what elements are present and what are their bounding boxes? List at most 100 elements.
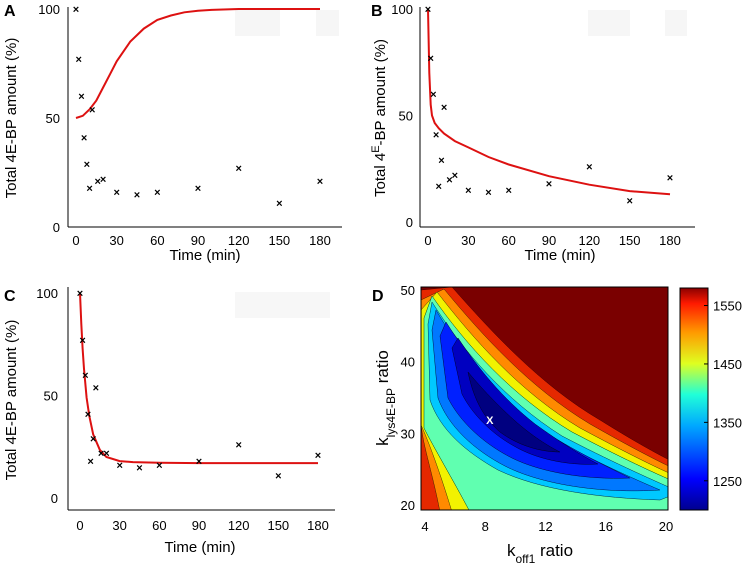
x-tick-label: 0 xyxy=(424,233,431,248)
panel-d-frame xyxy=(420,286,669,511)
y-tick-label: 50 xyxy=(401,283,415,298)
y-tick-label: 0 xyxy=(406,215,413,230)
panel-a-x-label: Time (min) xyxy=(169,247,240,264)
panel-letter-a: A xyxy=(4,3,16,20)
panel-c-data-points: ×××××××××× × × ×××× xyxy=(77,288,321,482)
panel-b-y-label-part: Total 4 xyxy=(372,153,389,197)
data-point: × xyxy=(465,185,471,197)
x-tick-label: 150 xyxy=(619,233,641,248)
x-tick-label: 90 xyxy=(191,233,205,248)
panel-d: D xyxy=(372,283,742,566)
x-tick-label: 90 xyxy=(542,233,556,248)
x-tick-label: 60 xyxy=(150,233,164,248)
data-point: × xyxy=(546,179,552,191)
panel-c-fit-curve xyxy=(79,292,318,465)
panel-d-y-label-k: k xyxy=(373,437,392,446)
data-point: × xyxy=(79,335,85,347)
y-tick-label: 20 xyxy=(401,498,415,513)
x-tick-label: 0 xyxy=(76,518,83,533)
panel-b-data-points: ×××××××××× × ××××× xyxy=(425,4,673,208)
y-tick-label: 50 xyxy=(399,109,413,124)
panel-c-artifact xyxy=(235,292,330,318)
data-point: × xyxy=(73,4,79,16)
x-tick-label: 60 xyxy=(501,233,515,248)
panel-a-x-ticks: 0 30 60 90 120 150 180 xyxy=(72,233,330,248)
panel-c-x-ticks: 0 30 60 90 120 150 180 xyxy=(76,518,328,533)
x-tick-label: 90 xyxy=(192,518,206,533)
data-point: × xyxy=(196,456,202,468)
y-tick-label: 50 xyxy=(44,389,58,404)
data-point: × xyxy=(427,53,433,65)
panel-d-heatmap xyxy=(421,287,668,510)
panel-d-x-label-tail: ratio xyxy=(535,541,573,560)
data-point: × xyxy=(134,189,140,201)
colorbar-tick-label: 1450 xyxy=(713,357,742,372)
data-point: × xyxy=(441,102,447,114)
data-point: × xyxy=(586,162,592,174)
x-tick-label: 120 xyxy=(228,518,250,533)
y-tick-label: 0 xyxy=(51,491,58,506)
panel-a-data-points: ×××××××××× × × ×××× xyxy=(73,4,323,210)
data-point: × xyxy=(103,448,109,460)
data-point: × xyxy=(317,176,323,188)
data-point: × xyxy=(82,370,88,382)
data-point: × xyxy=(276,198,282,210)
x-tick-label: 8 xyxy=(482,519,489,534)
colorbar-tick-label: 1350 xyxy=(713,415,742,430)
data-point: × xyxy=(485,187,491,199)
data-point: × xyxy=(315,450,321,462)
data-point: × xyxy=(430,89,436,101)
x-tick-label: 150 xyxy=(267,518,289,533)
x-tick-label: 180 xyxy=(309,233,331,248)
colorbar-tick-label: 1550 xyxy=(713,299,742,314)
x-tick-label: 20 xyxy=(659,519,673,534)
panel-c-y-label: Total 4E-BP amount (%) xyxy=(3,320,20,481)
x-tick-label: 150 xyxy=(268,233,290,248)
colorbar xyxy=(679,287,709,511)
y-tick-label: 100 xyxy=(38,2,60,17)
panel-b-y-label-part: -BP amount (%) xyxy=(372,39,389,145)
panel-b-y-label: Total 4E-BP amount (%) xyxy=(370,39,389,197)
data-point: × xyxy=(626,196,632,208)
x-tick-label: 30 xyxy=(109,233,123,248)
contour-band xyxy=(467,371,561,453)
data-point: × xyxy=(446,174,452,186)
x-tick-label: 120 xyxy=(228,233,250,248)
x-tick-label: 60 xyxy=(152,518,166,533)
data-point: × xyxy=(436,181,442,193)
panel-letter-b: B xyxy=(371,3,383,20)
panel-a-artifact xyxy=(235,10,280,36)
panel-d-y-label: klys4E-BP ratio xyxy=(373,350,398,446)
data-point: × xyxy=(90,434,96,446)
data-point: × xyxy=(195,183,201,195)
panel-d-y-label-sub: lys4E-BP xyxy=(384,388,398,437)
data-point: × xyxy=(156,460,162,472)
data-point: × xyxy=(86,183,92,195)
data-point: × xyxy=(667,172,673,184)
y-tick-label: 40 xyxy=(401,355,415,370)
panel-d-y-label-tail: ratio xyxy=(373,350,392,388)
x-tick-label: 16 xyxy=(599,519,613,534)
data-point: × xyxy=(505,185,511,197)
y-tick-label: 100 xyxy=(36,286,58,301)
colorbar-ticks: 1250 1350 1450 1550 xyxy=(704,299,742,489)
panel-d-x-label: koff1 ratio xyxy=(507,541,573,566)
data-point: × xyxy=(77,288,83,300)
data-point: × xyxy=(425,4,431,16)
panel-d-x-ticks: 4 8 12 16 20 xyxy=(421,519,673,534)
panel-a-y-label: Total 4E-BP amount (%) xyxy=(3,38,20,199)
panel-c-y-ticks: 0 50 100 xyxy=(36,286,58,506)
x-tick-label: 180 xyxy=(659,233,681,248)
panel-b-fit-curve xyxy=(427,8,671,196)
data-point: × xyxy=(438,155,444,167)
data-point: × xyxy=(100,174,106,186)
panel-b-artifact xyxy=(588,10,630,36)
panel-b-y-ticks: 0 50 100 xyxy=(391,2,413,230)
panel-b-x-label: Time (min) xyxy=(524,247,595,264)
colorbar-tick-label: 1250 xyxy=(713,474,742,489)
data-point: × xyxy=(98,448,104,460)
